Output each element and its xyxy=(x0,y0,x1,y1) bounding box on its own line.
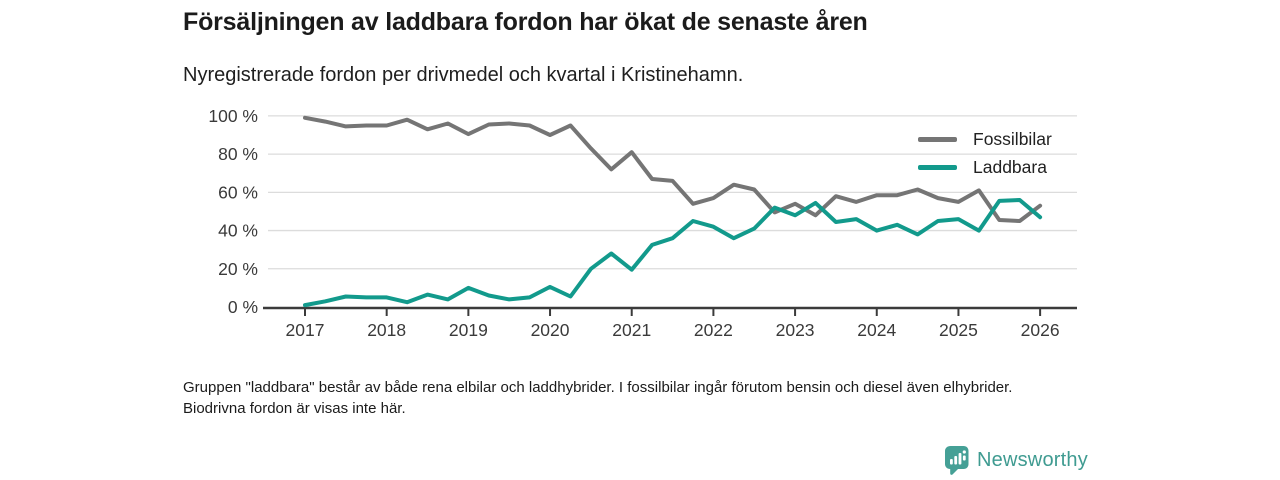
x-tick-label: 2020 xyxy=(531,320,570,340)
bar-chart-badge-icon xyxy=(945,446,969,475)
chart-legend: Fossilbilar Laddbara xyxy=(918,130,1052,177)
page-title: Försäljningen av laddbara fordon har öka… xyxy=(183,8,868,36)
x-tick-label: 2026 xyxy=(1021,320,1060,340)
y-tick-label: 80 % xyxy=(218,144,258,164)
x-tick-label: 2017 xyxy=(286,320,325,340)
chart-subtitle: Nyregistrerade fordon per drivmedel och … xyxy=(183,64,744,86)
legend-label-laddbara: Laddbara xyxy=(973,157,1047,177)
x-axis xyxy=(263,306,1077,316)
x-axis-labels: 2017 2018 2019 2020 2021 2022 2023 2024 2025 2026 xyxy=(286,320,1060,340)
y-axis-labels: 0 % 20 % 40 % 60 % 80 % 100 % xyxy=(208,106,258,317)
x-tick-label: 2024 xyxy=(857,320,896,340)
x-tick-label: 2023 xyxy=(776,320,815,340)
x-tick-label: 2021 xyxy=(612,320,651,340)
x-tick-label: 2019 xyxy=(449,320,488,340)
series-line-laddbara xyxy=(303,198,1043,308)
y-tick-label: 40 % xyxy=(218,221,258,241)
x-tick-label: 2025 xyxy=(939,320,978,340)
legend-item-fossilbilar: Fossilbilar xyxy=(918,130,1052,149)
chart-footnote: Gruppen "laddbara" består av både rena e… xyxy=(183,379,1013,417)
y-tick-label: 60 % xyxy=(218,182,258,202)
legend-label-fossilbilar: Fossilbilar xyxy=(973,129,1052,149)
series-line-fossilbilar xyxy=(303,115,1043,223)
legend-swatch-laddbara xyxy=(918,165,957,170)
legend-item-laddbara: Laddbara xyxy=(918,158,1052,177)
legend-swatch-fossilbilar xyxy=(918,137,957,142)
x-tick-label: 2022 xyxy=(694,320,733,340)
logo-wordmark: Newsworthy xyxy=(977,449,1088,471)
x-tick-label: 2018 xyxy=(367,320,406,340)
y-tick-label: 100 % xyxy=(208,106,258,126)
y-tick-label: 0 % xyxy=(228,297,258,317)
y-tick-label: 20 % xyxy=(218,259,258,279)
gridlines xyxy=(268,115,1077,270)
newsworthy-logo: Newsworthy xyxy=(945,446,1088,475)
line-chart: 0 % 20 % 40 % 60 % 80 % 100 % 2017 2018 2019 2020… xyxy=(208,106,1077,340)
